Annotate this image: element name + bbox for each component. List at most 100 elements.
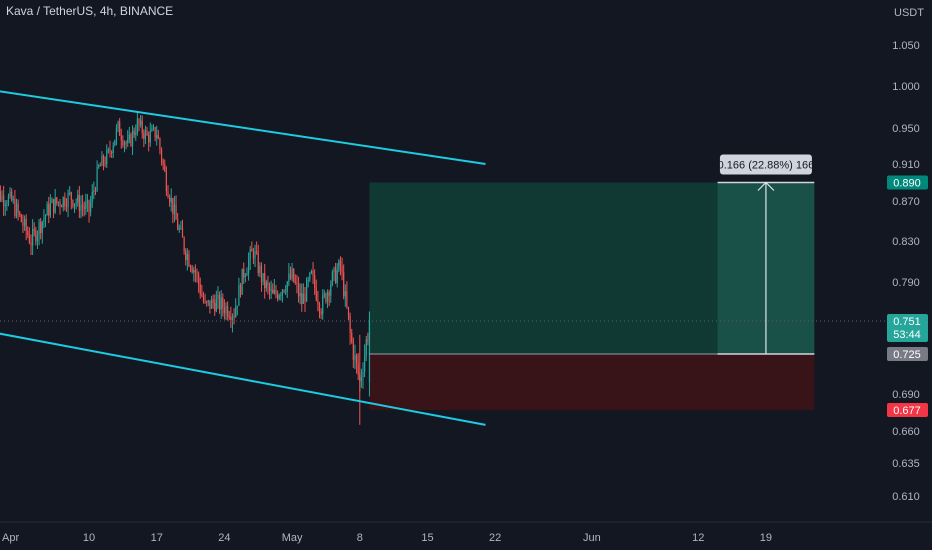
candle-body xyxy=(217,294,219,299)
candle-body xyxy=(354,355,356,360)
time-tick: 22 xyxy=(489,532,501,544)
candle-body xyxy=(315,287,317,300)
candle-body xyxy=(175,204,177,220)
candle-body xyxy=(112,145,114,154)
candle-body xyxy=(276,294,279,299)
candle-body xyxy=(115,128,118,140)
candle-body xyxy=(252,251,255,259)
candle-body xyxy=(235,307,237,317)
candle-body xyxy=(152,127,155,129)
candle-body xyxy=(236,305,238,308)
candle-body xyxy=(77,194,79,203)
candle-body xyxy=(12,199,14,201)
candle-body xyxy=(280,295,282,297)
candle-body xyxy=(336,270,338,283)
candle-body xyxy=(304,293,306,302)
candle-body xyxy=(301,292,303,304)
candle-body xyxy=(133,130,135,135)
candle-body xyxy=(181,227,184,238)
candle-body xyxy=(40,221,42,233)
candle-body xyxy=(286,281,288,292)
price-tick: 1.050 xyxy=(892,40,920,52)
candle-body xyxy=(257,252,259,274)
candle-body xyxy=(256,251,258,253)
candle-body xyxy=(306,280,308,302)
candle-body xyxy=(51,198,53,203)
price-tick: 1.000 xyxy=(892,81,920,93)
trend-line-upper[interactable] xyxy=(0,90,486,165)
candle-body xyxy=(1,195,3,201)
candle-body xyxy=(285,291,287,293)
time-tick: 12 xyxy=(692,532,704,544)
candle-body xyxy=(160,149,163,161)
candle-body xyxy=(215,298,217,312)
candle-body xyxy=(128,134,130,140)
candle-body xyxy=(64,197,66,207)
candle-body xyxy=(314,275,316,288)
candle-body xyxy=(364,355,366,372)
candle-body xyxy=(22,221,24,227)
candle-body xyxy=(28,235,30,243)
candle-body xyxy=(69,192,71,194)
candle-body xyxy=(157,135,159,139)
candle-body xyxy=(288,273,290,282)
candle-body xyxy=(267,282,269,286)
candle-body xyxy=(96,166,98,191)
candle-body xyxy=(4,204,6,206)
trend-line-lower[interactable] xyxy=(0,332,486,426)
candle-body xyxy=(141,120,143,134)
candle-body xyxy=(83,206,85,209)
candle-body xyxy=(194,270,196,273)
candle-body xyxy=(331,272,333,285)
price-tick: 0.950 xyxy=(892,123,920,135)
candle-body xyxy=(346,291,348,307)
candle-body xyxy=(367,339,369,341)
time-tick: May xyxy=(282,532,303,544)
candle-body xyxy=(109,149,111,152)
candle-body xyxy=(180,227,182,229)
candle-body xyxy=(339,260,342,267)
candle-body xyxy=(188,254,190,267)
candle-body xyxy=(104,163,106,165)
candle-body xyxy=(7,196,10,205)
candle-body xyxy=(99,165,101,167)
candle-body xyxy=(17,203,19,213)
candle-body xyxy=(123,142,126,146)
price-tag xyxy=(887,314,928,342)
candle-body xyxy=(368,321,371,383)
candle-body xyxy=(278,295,280,299)
candle-body xyxy=(238,284,240,306)
price-axis[interactable] xyxy=(886,0,932,550)
candle-body xyxy=(210,299,213,309)
loss-zone[interactable] xyxy=(369,354,815,411)
candle-body xyxy=(239,284,242,295)
candle-body xyxy=(243,268,245,278)
candle-body xyxy=(309,272,311,280)
time-axis[interactable] xyxy=(0,522,932,550)
candle-body xyxy=(122,140,124,146)
candle-body xyxy=(178,228,180,230)
price-tag-label: 0.751 xyxy=(893,316,921,328)
candle-body xyxy=(318,304,321,312)
candle-body xyxy=(325,293,327,302)
candle-body xyxy=(275,289,277,295)
chart-title: Kava / TetherUS, 4h, BINANCE xyxy=(6,4,174,18)
time-tick: 17 xyxy=(151,532,163,544)
candle-body xyxy=(357,363,359,375)
candle-body xyxy=(169,197,171,203)
candle-body xyxy=(167,191,169,198)
candle-body xyxy=(185,251,187,260)
candle-body xyxy=(19,212,21,215)
candle-body xyxy=(170,197,172,203)
candle-body xyxy=(44,215,47,219)
candle-body xyxy=(360,377,363,382)
candle-body xyxy=(9,191,11,197)
candle-body xyxy=(335,267,337,283)
candle-body xyxy=(207,300,209,302)
candle-body xyxy=(35,230,37,242)
candle-body xyxy=(241,268,243,295)
candle-body xyxy=(14,199,16,216)
time-tick: 10 xyxy=(83,532,95,544)
candle-body xyxy=(91,191,93,203)
